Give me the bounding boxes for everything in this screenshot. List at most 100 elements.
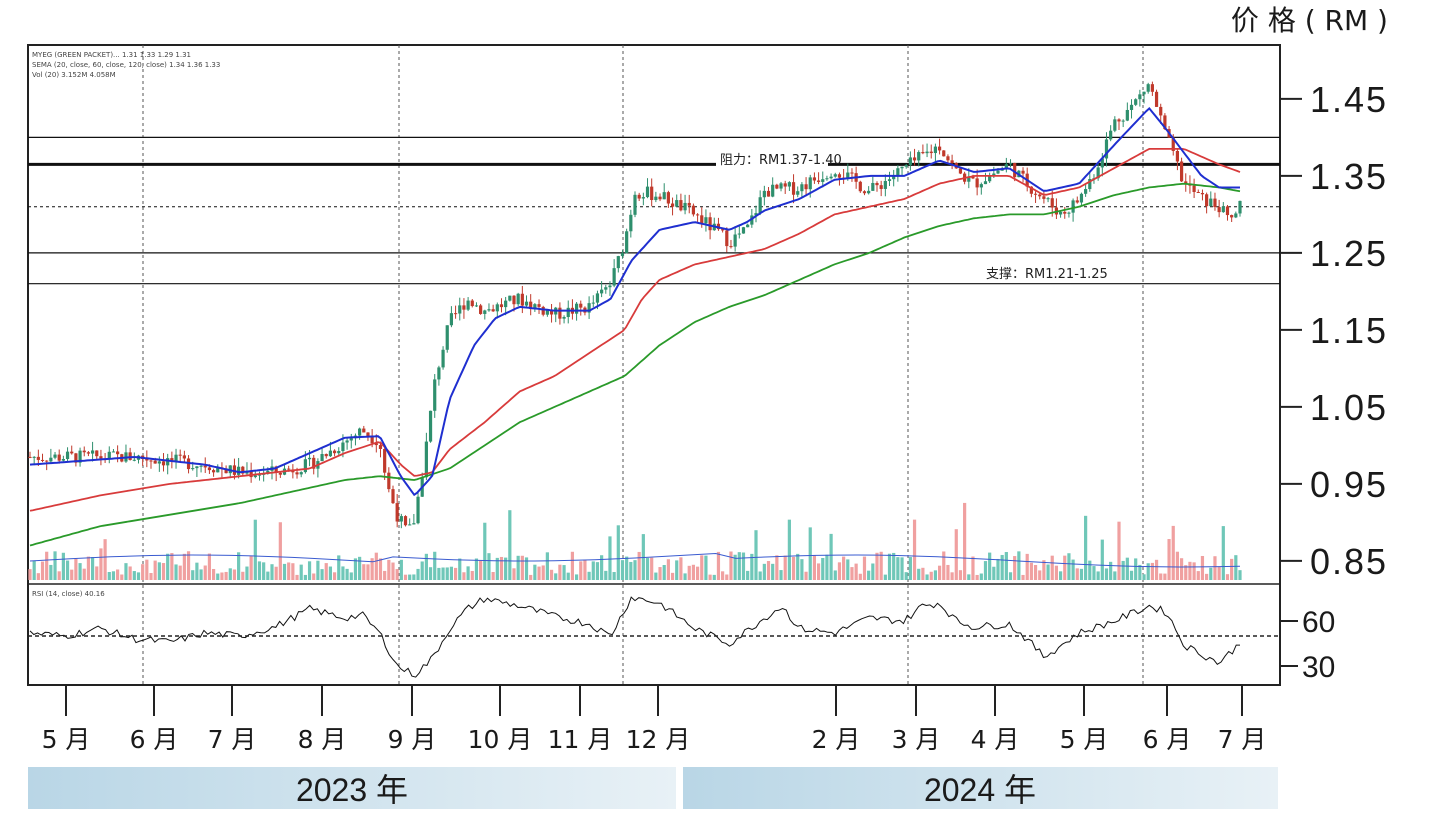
volume-bar xyxy=(224,571,228,580)
candle-body xyxy=(166,458,170,466)
volume-bar xyxy=(211,568,216,580)
candle-body xyxy=(574,303,579,314)
volume-bar xyxy=(1046,564,1050,580)
candle-body xyxy=(787,182,791,187)
volume-bar xyxy=(816,563,821,580)
candle-body xyxy=(1096,167,1100,179)
candle-body xyxy=(1171,137,1175,151)
volume-bar xyxy=(216,573,220,580)
volume-bar xyxy=(362,564,366,580)
volume-bar xyxy=(299,564,303,580)
rsi-line xyxy=(29,596,1240,678)
volume-bar xyxy=(791,556,796,580)
volume-bar xyxy=(412,574,416,580)
volume-bar xyxy=(199,569,203,580)
candle-body xyxy=(549,310,554,315)
volume-bar xyxy=(416,568,420,580)
candle-body xyxy=(942,150,946,157)
volume-bar xyxy=(825,554,829,580)
volume-bar xyxy=(762,563,766,580)
candle-body xyxy=(775,184,779,189)
volume-bar xyxy=(1038,570,1042,580)
candle-body xyxy=(1013,163,1017,178)
volume-bar xyxy=(374,552,378,580)
volume-bar xyxy=(812,555,817,580)
volume-bar xyxy=(887,553,892,580)
volume-bar xyxy=(625,556,629,580)
volume-bar xyxy=(996,558,1000,580)
candle-body xyxy=(862,191,867,194)
candle-body xyxy=(1142,91,1146,95)
candle-body xyxy=(495,304,499,312)
volume-bar xyxy=(1175,551,1180,580)
candle-body xyxy=(875,182,879,186)
candle-body xyxy=(566,307,570,318)
candle-body xyxy=(524,301,529,306)
volume-bar xyxy=(875,552,879,580)
candle-body xyxy=(111,451,116,453)
candle-body xyxy=(871,182,875,191)
volume-bar xyxy=(858,573,862,580)
volume-bar xyxy=(1200,555,1205,580)
volume-bar xyxy=(612,572,616,580)
volume-bar xyxy=(82,568,86,580)
volume-bar xyxy=(725,574,729,580)
volume-bar xyxy=(821,558,825,580)
candle-body xyxy=(1075,200,1079,203)
volume-bar xyxy=(474,558,479,580)
candle-body xyxy=(541,306,545,315)
candle-body xyxy=(1225,206,1230,216)
candle-body xyxy=(412,523,416,525)
volume-bar xyxy=(796,553,800,580)
candle-body xyxy=(312,457,316,469)
candle-body xyxy=(812,177,817,181)
candle-body xyxy=(725,230,729,247)
volume-bar xyxy=(291,563,295,580)
candle-body xyxy=(132,459,136,461)
candle-body xyxy=(1109,130,1113,140)
volume-bar xyxy=(929,571,933,580)
volume-bar xyxy=(403,574,408,580)
volume-bar xyxy=(145,559,149,580)
candle-body xyxy=(78,450,82,463)
candle-body xyxy=(829,176,833,179)
candle-body xyxy=(149,460,153,462)
support-label-bg xyxy=(982,264,1116,282)
volume-bar xyxy=(896,557,900,580)
volume-bar xyxy=(1054,565,1059,580)
volume-bar xyxy=(36,573,40,580)
volume-bar xyxy=(975,574,979,580)
candle-body xyxy=(1163,115,1167,130)
volume-bar xyxy=(1084,515,1088,580)
volume-bar xyxy=(867,570,871,580)
candle-body xyxy=(1129,104,1134,110)
volume-bar xyxy=(253,519,257,580)
volume-bar xyxy=(479,560,483,580)
volume-bar xyxy=(933,570,938,580)
volume-bar xyxy=(170,553,174,580)
candle-body xyxy=(971,176,975,179)
volume-bar xyxy=(324,563,328,580)
volume-bar xyxy=(746,570,750,580)
candle-body xyxy=(741,227,746,234)
candle-body xyxy=(237,466,241,475)
volume-bar xyxy=(637,551,641,580)
volume-bar xyxy=(483,522,487,580)
volume-bar xyxy=(182,553,186,580)
volume-bar xyxy=(316,560,320,580)
candle-body xyxy=(946,156,950,161)
candle-body xyxy=(1042,196,1046,199)
volume-bar xyxy=(1079,568,1084,580)
volume-bar xyxy=(249,556,253,580)
y-tick-label: 1.35 xyxy=(1310,156,1388,197)
candle-body xyxy=(1121,120,1125,122)
candle-body xyxy=(145,458,149,461)
candle-body xyxy=(629,214,633,232)
candle-body xyxy=(996,170,1000,174)
candle-body xyxy=(178,454,182,456)
candle-body xyxy=(324,454,328,457)
volume-bar xyxy=(383,570,387,580)
volume-bar xyxy=(424,553,428,580)
volume-bar xyxy=(40,561,45,580)
candle-body xyxy=(816,180,821,182)
